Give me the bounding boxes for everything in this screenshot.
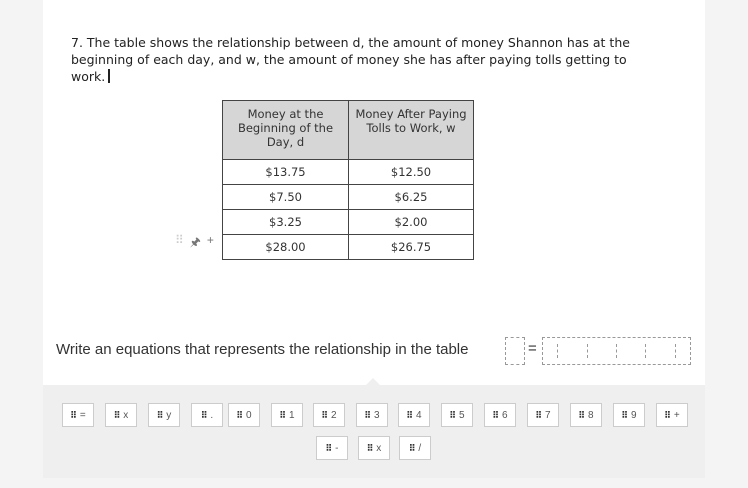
tile-button[interactable]: ⠿ - (316, 436, 348, 460)
tile-button[interactable]: ⠿ = (62, 403, 94, 427)
grip-icon: ⠿ (200, 409, 208, 420)
grip-icon: ⠿ (578, 409, 585, 420)
tile-button[interactable]: ⠿ + (656, 403, 688, 427)
tile-label: y (166, 409, 172, 421)
tile-button[interactable]: ⠿ 2 (313, 403, 345, 427)
tile-label: 9 (631, 409, 637, 421)
tile-button[interactable]: ⠿. (191, 403, 223, 427)
slot-divider (586, 344, 588, 358)
table-row: $7.50 $6.25 (222, 184, 474, 210)
tile-button[interactable]: ⠿ 6 (484, 403, 516, 427)
grip-icon: ⠿ (492, 409, 499, 420)
add-row-icon[interactable]: + (206, 233, 214, 247)
table-row: $3.25 $2.00 (222, 209, 474, 235)
slot-divider (615, 344, 617, 358)
equals-sign: = (528, 340, 537, 357)
grip-icon: ⠿ (366, 442, 374, 453)
answer-right-slot[interactable] (542, 337, 691, 365)
grip-icon: ⠿ (279, 409, 286, 420)
tile-button[interactable]: ⠿ 3 (356, 403, 388, 427)
tile-button[interactable]: ⠿ 7 (527, 403, 559, 427)
tile-label: + (673, 409, 680, 421)
text-cursor (108, 69, 110, 83)
tile-label: 0 (246, 409, 252, 421)
tile-label: 6 (502, 409, 508, 421)
table-row: $13.75 $12.50 (222, 159, 474, 185)
grip-icon: ⠿ (113, 409, 121, 420)
row-tools: ⠿ 🖈 + (175, 233, 214, 254)
tile-label: 7 (545, 409, 551, 421)
tile-button[interactable]: ⠿ 8 (570, 403, 602, 427)
tile-button[interactable]: ⠿ 5 (441, 403, 473, 427)
grip-icon: ⠿ (408, 442, 416, 453)
slot-divider (557, 344, 559, 358)
header-w: Money After Paying Tolls to Work, w (348, 100, 474, 160)
tile-button[interactable]: ⠿ 1 (271, 403, 303, 427)
tile-button[interactable]: ⠿ x (358, 436, 390, 460)
tile-label: = (79, 409, 86, 421)
tile-label: / (418, 442, 422, 454)
answer-left-slot[interactable] (505, 337, 525, 365)
tile-tray (43, 385, 705, 478)
grip-icon: ⠿ (70, 409, 77, 420)
tile-button[interactable]: ⠿ 0 (228, 403, 260, 427)
tile-label: - (335, 442, 339, 454)
header-d: Money at the Beginning of the Day, d (222, 100, 349, 160)
grip-icon: ⠿ (449, 409, 456, 420)
tile-button[interactable]: ⠿ 9 (613, 403, 645, 427)
tray-pointer (366, 378, 380, 385)
grip-icon: ⠿ (321, 409, 328, 420)
tile-button[interactable]: ⠿ y (148, 403, 180, 427)
tile-label: 1 (289, 409, 295, 421)
tile-label: x (376, 442, 382, 454)
tile-label: 3 (374, 409, 380, 421)
question-text: 7. The table shows the relationship betw… (71, 35, 630, 84)
tile-button[interactable]: ⠿ x (105, 403, 137, 427)
grip-icon: ⠿ (156, 409, 164, 420)
tile-button[interactable]: ⠿ 4 (398, 403, 430, 427)
tile-label: 2 (331, 409, 337, 421)
drag-handle-icon[interactable]: ⠿ (175, 233, 184, 247)
slot-divider (674, 344, 676, 358)
tile-label: 5 (459, 409, 465, 421)
tile-label: 8 (588, 409, 594, 421)
prompt-text: Write an equations that represents the r… (56, 341, 469, 358)
table-row: $28.00 $26.75 (222, 234, 474, 260)
grip-icon: ⠿ (535, 409, 542, 420)
tile-label: 4 (416, 409, 422, 421)
grip-icon: ⠿ (621, 409, 628, 420)
grip-icon: ⠿ (664, 409, 671, 420)
pin-icon[interactable]: 🖈 (189, 235, 201, 249)
tile-label: x (123, 409, 129, 421)
grip-icon: ⠿ (406, 409, 413, 420)
tile-label: . (210, 409, 214, 421)
data-table: Money at the Beginning of the Day, d Mone… (222, 100, 474, 260)
tile-button[interactable]: ⠿ / (399, 436, 431, 460)
slot-divider (645, 344, 647, 358)
grip-icon: ⠿ (364, 409, 371, 420)
grip-icon: ⠿ (325, 442, 333, 453)
grip-icon: ⠿ (236, 409, 243, 420)
